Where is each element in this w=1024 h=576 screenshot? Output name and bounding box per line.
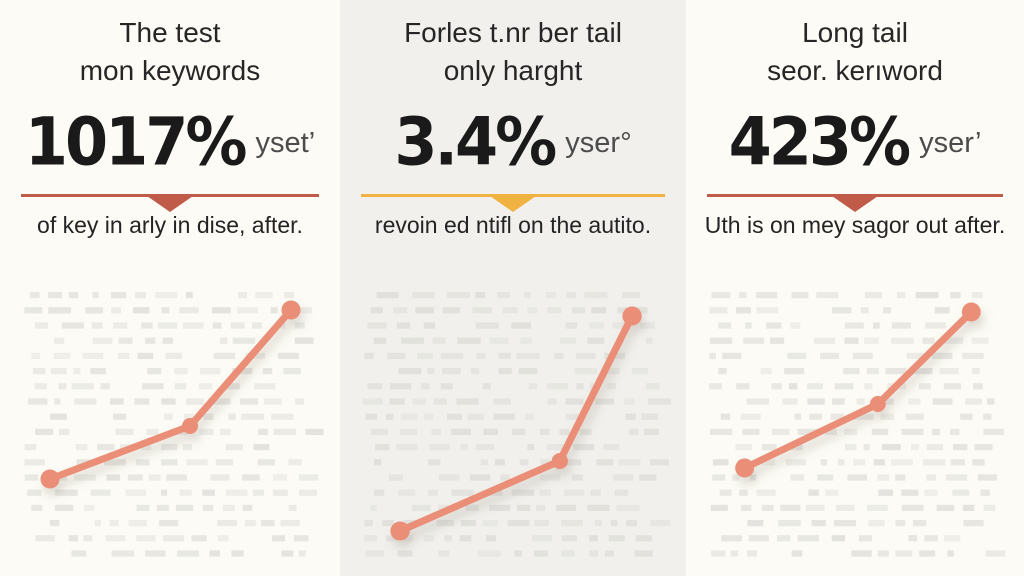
panel-title-line2: mon keywords	[79, 55, 261, 86]
stat-row: 423% yser’	[686, 98, 1024, 184]
stat-suffix: yser’	[919, 126, 982, 159]
panel-title-line2: seor. kerıword	[767, 55, 943, 86]
divider-arrow-icon	[490, 196, 536, 212]
panel-title-line1: Forles t.nr ber tail	[404, 17, 622, 48]
divider-line	[707, 194, 1003, 212]
stat-panel-middle: Forles t.nr ber tail only harght 3.4% ys…	[340, 0, 686, 576]
divider-arrow-icon	[147, 196, 193, 212]
stat-suffix: yser°	[565, 126, 632, 159]
panel-title: Long tail seor. kerıword	[694, 14, 1016, 98]
stat-panel-right: Long tail seor. kerıword 423% yser’ Uth …	[686, 0, 1024, 576]
stat-value: 1017%	[24, 102, 248, 180]
stat-row: 1017% yset’	[0, 98, 340, 184]
stat-suffix: yset’	[255, 126, 316, 159]
trend-chart	[0, 274, 340, 576]
divider-line	[361, 194, 665, 212]
panel-subtitle: Uth is on mey sagor out after.	[704, 212, 1006, 238]
panel-title: Forles t.nr ber tail only harght	[348, 14, 678, 98]
panel-subtitle: revoin ed ntifl on the autito.	[374, 212, 652, 238]
panel-title: The test mon keywords	[8, 14, 332, 98]
trend-chart	[340, 274, 686, 576]
panel-title-line2: only harght	[443, 55, 583, 86]
trend-chart	[686, 274, 1024, 576]
panel-title-line1: The test	[119, 17, 221, 48]
divider-line	[21, 194, 319, 212]
divider-arrow-icon	[832, 196, 878, 212]
stat-row: 3.4% yser°	[340, 98, 686, 184]
stat-panel-left: The test mon keywords 1017% yset’ of key…	[0, 0, 340, 576]
panel-title-line1: Long tail	[802, 17, 908, 48]
stat-value: 423%	[728, 102, 912, 180]
stat-value: 3.4%	[394, 102, 557, 180]
panel-subtitle: of key in arly in dise, after.	[37, 212, 303, 238]
